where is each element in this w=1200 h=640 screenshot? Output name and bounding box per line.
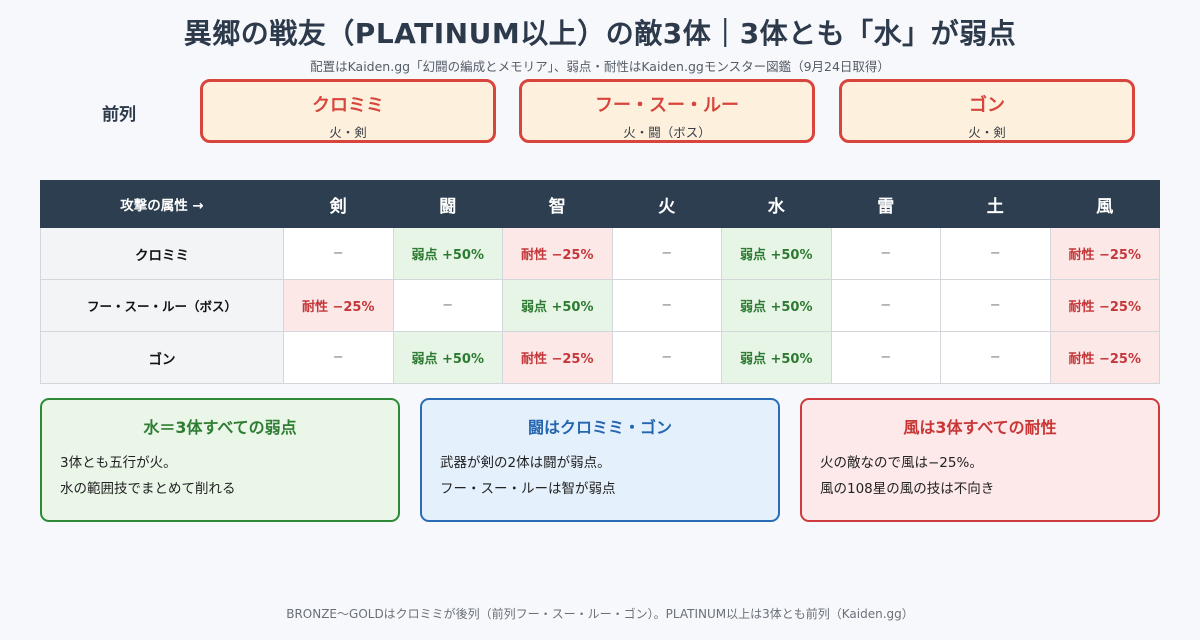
enemy-name: クロミミ <box>312 95 384 116</box>
page-title: 異郷の戦友（PLATINUM以上）の敵3体｜3体とも「水」が弱点 <box>183 17 1017 50</box>
note-line: フー・スー・ルーは智が弱点 <box>440 481 616 497</box>
enemy-attribute: 火・闘（ボス） <box>623 125 711 140</box>
table-cell: 弱点 +50% <box>502 279 613 332</box>
note-wind-resistance: 風は3体すべての耐性 火の敵なので風は−25%。 風の108星の風の技は不向き <box>800 398 1160 522</box>
note-heading: 風は3体すべての耐性 <box>903 418 1057 437</box>
note-line: 武器が剣の2体は闘が弱点。 <box>440 455 611 471</box>
table-corner-header: 攻撃の属性 → <box>40 180 284 228</box>
column-header: 智 <box>502 180 613 228</box>
note-line: 水の範囲技でまとめて削れる <box>60 481 236 497</box>
column-header: 闘 <box>392 180 503 228</box>
table-cell: − <box>830 227 941 280</box>
table-cell: 耐性 −25% <box>1049 279 1160 332</box>
column-header: 風 <box>1049 180 1160 228</box>
table-cell: 耐性 −25% <box>1049 331 1160 384</box>
table-cell: − <box>283 227 394 280</box>
table-cell: 弱点 +50% <box>392 331 503 384</box>
row-header: クロミミ <box>40 227 284 280</box>
table-cell: − <box>392 279 503 332</box>
enemy-card-fu-su-ru: フー・スー・ルー 火・闘（ボス） <box>519 79 815 143</box>
note-line: 火の敵なので風は−25%。 <box>820 455 983 471</box>
column-header: 水 <box>721 180 832 228</box>
table-row: ゴン − 弱点 +50% 耐性 −25% − 弱点 +50% − − 耐性 −2… <box>40 331 1160 384</box>
table-cell: − <box>830 279 941 332</box>
row-header: ゴン <box>40 331 284 384</box>
table-cell: 弱点 +50% <box>721 331 832 384</box>
column-header: 雷 <box>830 180 941 228</box>
table-cell: − <box>940 227 1051 280</box>
note-heading: 水＝3体すべての弱点 <box>143 418 297 437</box>
table-cell: − <box>611 331 722 384</box>
enemy-name: フー・スー・ルー <box>595 95 739 116</box>
note-heading: 闘はクロミミ・ゴン <box>527 418 672 437</box>
note-water-weakness: 水＝3体すべての弱点 3体とも五行が火。 水の範囲技でまとめて削れる <box>40 398 400 522</box>
table-cell: − <box>940 331 1051 384</box>
element-matrix-table: 攻撃の属性 → 剣 闘 智 火 水 雷 土 風 クロミミ − 弱点 +50% 耐… <box>40 180 1160 384</box>
table-cell: 弱点 +50% <box>721 227 832 280</box>
enemy-attribute: 火・剣 <box>968 125 1006 140</box>
table-cell: 耐性 −25% <box>1049 227 1160 280</box>
enemy-card-gon: ゴン 火・剣 <box>839 79 1135 143</box>
table-header-row: 攻撃の属性 → 剣 闘 智 火 水 雷 土 風 <box>40 180 1160 228</box>
note-fight-weakness: 闘はクロミミ・ゴン 武器が剣の2体は闘が弱点。 フー・スー・ルーは智が弱点 <box>420 398 780 522</box>
column-header: 剣 <box>283 180 394 228</box>
page-subtitle: 配置はKaiden.gg「幻闘の編成とメモリア」、弱点・耐性はKaiden.gg… <box>310 59 890 74</box>
table-cell: 耐性 −25% <box>502 331 613 384</box>
table-cell: 弱点 +50% <box>721 279 832 332</box>
table-cell: − <box>611 227 722 280</box>
enemy-name: ゴン <box>969 95 1005 116</box>
table-cell: − <box>940 279 1051 332</box>
row-header: フー・スー・ルー（ボス） <box>40 279 284 332</box>
table-cell: − <box>830 331 941 384</box>
column-header: 火 <box>611 180 722 228</box>
table-cell: 弱点 +50% <box>392 227 503 280</box>
table-row: クロミミ − 弱点 +50% 耐性 −25% − 弱点 +50% − − 耐性 … <box>40 227 1160 280</box>
note-line: 風の108星の風の技は不向き <box>820 481 995 497</box>
table-cell: − <box>611 279 722 332</box>
table-cell: − <box>283 331 394 384</box>
note-line: 3体とも五行が火。 <box>60 455 177 471</box>
front-row-label: 前列 <box>102 105 136 125</box>
table-cell: 耐性 −25% <box>502 227 613 280</box>
enemy-card-kuromimi: クロミミ 火・剣 <box>200 79 496 143</box>
column-header: 土 <box>940 180 1051 228</box>
table-cell: 耐性 −25% <box>283 279 394 332</box>
table-row: フー・スー・ルー（ボス） 耐性 −25% − 弱点 +50% − 弱点 +50%… <box>40 279 1160 332</box>
enemy-attribute: 火・剣 <box>329 125 367 140</box>
footer-note: BRONZE〜GOLDはクロミミが後列（前列フー・スー・ルー・ゴン）。PLATI… <box>286 607 914 621</box>
